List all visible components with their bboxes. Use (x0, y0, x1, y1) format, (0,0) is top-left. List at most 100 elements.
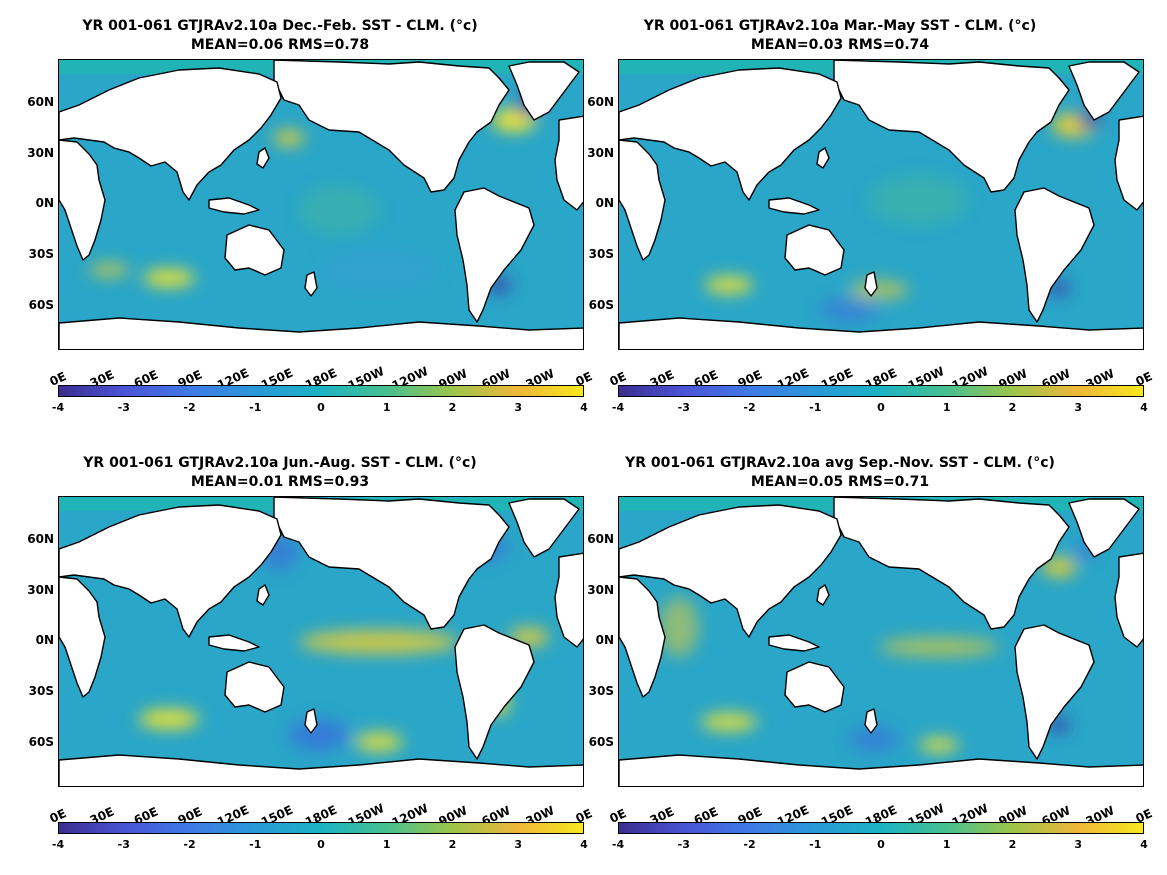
lat-tick-label: 30S (28, 684, 54, 698)
colorbar-tick-label: 0 (877, 401, 885, 414)
land (508, 498, 580, 558)
lat-tick-label: 60S (588, 298, 614, 312)
lat-tick-label: 60S (28, 735, 54, 749)
land (508, 61, 580, 121)
anomaly-region (869, 175, 969, 225)
land (256, 147, 270, 169)
lat-tick-label: 0N (35, 633, 54, 647)
land (59, 67, 282, 201)
sst-anomaly-map (618, 496, 1144, 787)
map-panel-3: YR 001-061 GTJRAv2.10a Jun.-Aug. SST - C… (0, 437, 594, 857)
anomaly-region (299, 630, 459, 654)
land (454, 187, 535, 323)
land (784, 224, 845, 276)
colorbar-tick-label: -1 (809, 401, 822, 414)
land (619, 754, 1143, 786)
land (833, 497, 1070, 630)
land (816, 584, 830, 606)
land (208, 634, 260, 652)
colorbar-tick-label: 1 (942, 838, 951, 851)
land (59, 576, 106, 698)
land (768, 634, 820, 652)
colorbar-tick-label: -4 (611, 401, 625, 414)
colorbar (58, 822, 584, 834)
panel-stats: MEAN=0.03 RMS=0.74 (750, 37, 930, 53)
panel-stats: MEAN=0.06 RMS=0.78 (190, 37, 370, 53)
anomaly-region (89, 263, 129, 277)
land (224, 661, 285, 713)
colorbar-tick-label: -3 (117, 401, 130, 414)
colorbar-tick-label: -3 (677, 838, 690, 851)
colorbar-tick-label: 3 (1074, 401, 1083, 414)
colorbar-tick-label: -2 (743, 401, 756, 414)
land (1014, 624, 1095, 760)
colorbar-tick-label: 1 (382, 838, 391, 851)
landmasses (619, 497, 1143, 786)
lat-tick-label: 0N (595, 196, 614, 210)
colorbar-tick-label: -4 (611, 838, 625, 851)
land (554, 552, 583, 648)
colorbar-tick-label: 2 (1008, 401, 1017, 414)
land (1114, 115, 1143, 211)
landmasses (59, 497, 583, 786)
colorbar-tick-label: -2 (183, 838, 196, 851)
land (59, 317, 583, 349)
lat-tick-label: 30S (588, 684, 614, 698)
land (619, 139, 666, 261)
land (619, 576, 666, 698)
land (224, 224, 285, 276)
colorbar-tick-label: -1 (249, 838, 262, 851)
lat-tick-label: 30N (587, 146, 614, 160)
lat-tick-label: 60N (587, 532, 614, 546)
colorbar-tick-label: 4 (580, 838, 588, 851)
land (304, 708, 318, 734)
colorbar-tick-label: -4 (51, 401, 65, 414)
land (619, 317, 1143, 349)
panel-title: YR 001-061 GTJRAv2.10a Jun.-Aug. SST - C… (83, 455, 477, 471)
land (59, 754, 583, 786)
map-panel-2: YR 001-061 GTJRAv2.10a Mar.-May SST - CL… (560, 0, 1154, 420)
colorbar-tick-label: -3 (117, 838, 130, 851)
colorbar-tick-label: 1 (942, 401, 951, 414)
lat-tick-label: 30S (588, 247, 614, 261)
lat-tick-label: 30N (587, 583, 614, 597)
colorbar-tick-label: 3 (514, 401, 523, 414)
anomaly-region (299, 185, 379, 235)
land (273, 60, 510, 193)
land (864, 708, 878, 734)
land (59, 139, 106, 261)
anomaly-region (139, 709, 199, 729)
colorbar-tick-label: -2 (743, 838, 756, 851)
land (1114, 552, 1143, 648)
anomaly-region (849, 727, 899, 751)
land (1068, 61, 1140, 121)
anomaly-region (879, 637, 999, 657)
panel-title: YR 001-061 GTJRAv2.10a avg Sep.-Nov. SST… (625, 455, 1055, 471)
anomaly-region (849, 280, 909, 300)
anomaly-region (819, 298, 879, 322)
colorbar-tick-label: 2 (448, 401, 457, 414)
anomaly-region (319, 250, 439, 290)
colorbar-tick-label: -4 (51, 838, 65, 851)
colorbar (618, 822, 1144, 834)
colorbar-tick-label: -1 (809, 838, 822, 851)
land (454, 624, 535, 760)
lat-tick-label: 60S (28, 298, 54, 312)
anomaly-region (289, 719, 349, 751)
anomaly-region (1041, 557, 1077, 577)
land (256, 584, 270, 606)
anomaly-region (705, 276, 753, 294)
colorbar-tick-label: 4 (1140, 838, 1148, 851)
sst-anomaly-map (58, 496, 584, 787)
panel-stats: MEAN=0.01 RMS=0.93 (190, 474, 370, 490)
panel-title: YR 001-061 GTJRAv2.10a Dec.-Feb. SST - C… (82, 18, 478, 34)
sst-anomaly-map (618, 59, 1144, 350)
lat-tick-label: 0N (595, 633, 614, 647)
lat-tick-label: 60N (27, 532, 54, 546)
panel-title: YR 001-061 GTJRAv2.10a Mar.-May SST - CL… (643, 18, 1037, 34)
colorbar-tick-label: 2 (1008, 838, 1017, 851)
colorbar-tick-label: 4 (580, 401, 588, 414)
sst-anomaly-map (58, 59, 584, 350)
anomaly-region (273, 130, 305, 146)
landmasses (59, 60, 583, 349)
